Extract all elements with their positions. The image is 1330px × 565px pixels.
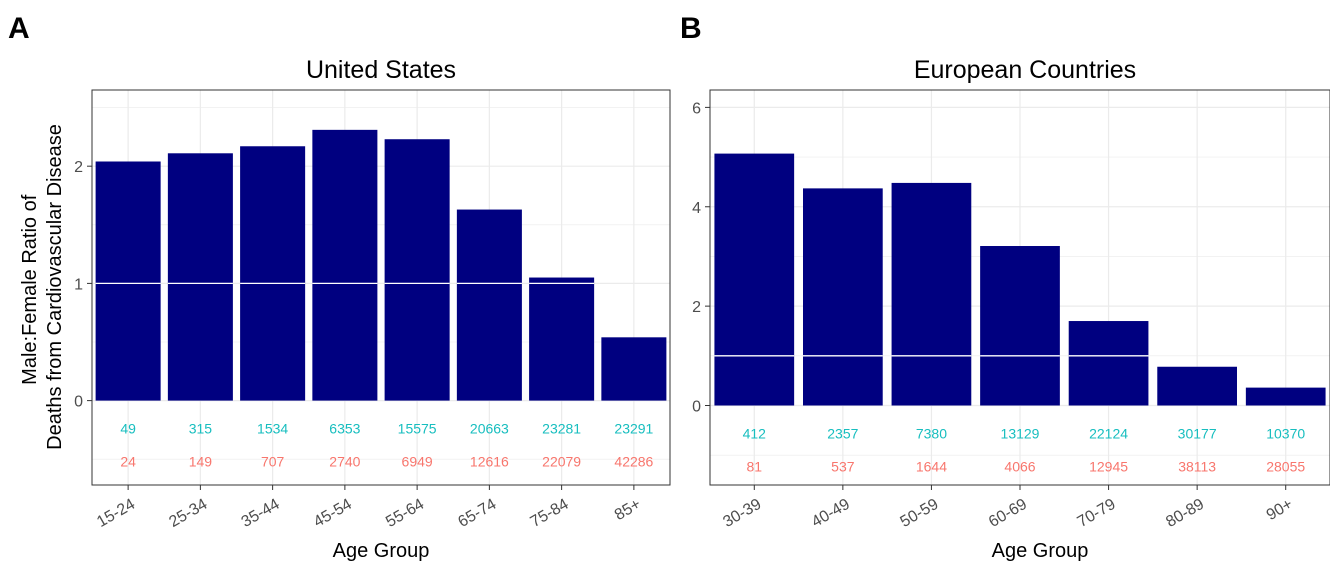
panel-a-y-tick-label: 0 [74,394,83,411]
panel-a-male-count-label: 23291 [614,421,653,437]
panel-b-female-count-label: 537 [831,459,855,475]
panel-a-x-tick-label: 15-24 [94,496,138,531]
panel-a-male-count-label: 20663 [470,421,509,437]
panel-b-female-count-label: 28055 [1266,459,1305,475]
panel-b-female-count-label: 12945 [1089,459,1128,475]
panel-a-x-tick-label: 35-44 [239,496,283,531]
panel-b-female-count-label: 81 [746,459,762,475]
panel-b-male-count-label: 412 [743,426,767,442]
panel-b-male-count-label: 10370 [1266,426,1305,442]
panel-a-bar-15-24 [95,161,161,401]
panel-a-female-count-label: 6949 [402,454,433,470]
panel-a-bar-75-84 [529,277,595,401]
panel-a-male-count-label: 15575 [398,421,437,437]
panel-b-x-tick-label: 90+ [1264,496,1296,524]
panel-a-x-tick-label: 55-64 [383,496,427,531]
panel-a-y-tick-label: 2 [74,159,83,176]
panel-b-x-tick-label: 70-79 [1075,496,1119,531]
panel-a-x-axis-title: Age Group [333,540,430,562]
panel-a-bar-25-34 [167,153,233,401]
panel-b-x-axis-title: Age Group [992,540,1089,562]
panel-a: A United States Male:Female Ratio of Dea… [8,12,671,562]
panel-b-bar-30-39 [714,153,795,406]
panel-b-y-tick-label: 2 [692,299,701,316]
panel-b-x-tick-label: 80-89 [1163,496,1207,531]
panel-a-female-count-label: 22079 [542,454,581,470]
panel-b-male-count-label: 22124 [1089,426,1128,442]
panel-a-bar-65-74 [456,209,522,401]
panel-b-male-count-label: 2357 [827,426,858,442]
panel-a-male-count-label: 6353 [329,421,360,437]
panel-a-bar-85+ [601,337,667,401]
panel-a-y-tick-label: 1 [74,276,83,293]
panel-a-male-count-label: 1534 [257,421,288,437]
panel-b-title: European Countries [914,56,1136,84]
panel-b-x-tick-label: 30-39 [720,496,764,531]
panel-a-male-count-label: 49 [120,421,136,437]
panel-b-bar-90+ [1245,387,1326,406]
panel-a-female-count-label: 42286 [614,454,653,470]
panel-b-bar-40-49 [803,188,883,406]
panel-a-x-tick-label: 45-54 [311,496,355,531]
panel-a-female-count-label: 149 [189,454,213,470]
panel-b-y-tick-label: 0 [692,399,701,416]
panel-b-y-tick-label: 4 [692,200,701,217]
panel-b-x-tick-label: 40-49 [809,496,853,531]
panel-a-male-count-label: 315 [189,421,213,437]
panel-b-female-count-label: 4066 [1004,459,1035,475]
panel-a-x-tick-label: 65-74 [455,496,499,531]
panel-a-female-count-label: 2740 [329,454,360,470]
panel-a-bar-35-44 [240,146,306,401]
panel-a-male-count-label: 23281 [542,421,581,437]
panel-a-female-count-label: 707 [261,454,285,470]
panel-a-x-tick-label: 75-84 [528,496,572,531]
panel-a-bar-55-64 [384,139,450,401]
panel-b-female-count-label: 38113 [1178,459,1216,475]
panel-a-panel-border [91,89,671,486]
panel-b-x-tick-label: 60-69 [986,496,1030,531]
panel-b-male-count-label: 13129 [1001,426,1040,442]
panel-b-female-count-label: 1644 [916,459,947,475]
panel-a-y-axis-title-line2: Deaths from Cardiovascular Disease [44,124,66,450]
panel-a-plot-area: 49 315 1534 6353 15575 20663 23281 23291 24 149 70… [74,89,671,531]
panel-b: B European Countries 412 2357 7380 13129 221… [680,12,1330,562]
panel-a-female-count-label: 24 [120,454,136,470]
panel-b-bar-70-79 [1068,321,1149,406]
panel-b-male-count-label: 30177 [1178,426,1217,442]
panel-a-y-axis-title-line1: Male:Female Ratio of [19,194,41,385]
panel-a-female-count-label: 12616 [470,454,509,470]
panel-b-letter: B [680,12,702,45]
panel-a-x-tick-label: 85+ [612,496,644,524]
panel-b-bar-60-69 [980,246,1060,406]
panel-b-plot-area: 412 2357 7380 13129 22124 30177 10370 81 537 1644… [692,89,1330,531]
panel-b-male-count-label: 7380 [916,426,947,442]
panel-a-x-tick-label: 25-34 [166,496,210,531]
panel-a-bar-45-54 [312,129,378,401]
panel-a-title: United States [306,56,456,84]
panel-a-y-axis-title: Male:Female Ratio of Deaths from Cardiov… [19,124,66,450]
panel-b-bar-80-89 [1157,366,1237,406]
panel-a-letter: A [8,12,30,45]
panel-b-y-tick-label: 6 [692,100,701,117]
panel-b-bar-50-59 [891,182,972,406]
panel-b-x-tick-label: 50-59 [897,496,941,531]
